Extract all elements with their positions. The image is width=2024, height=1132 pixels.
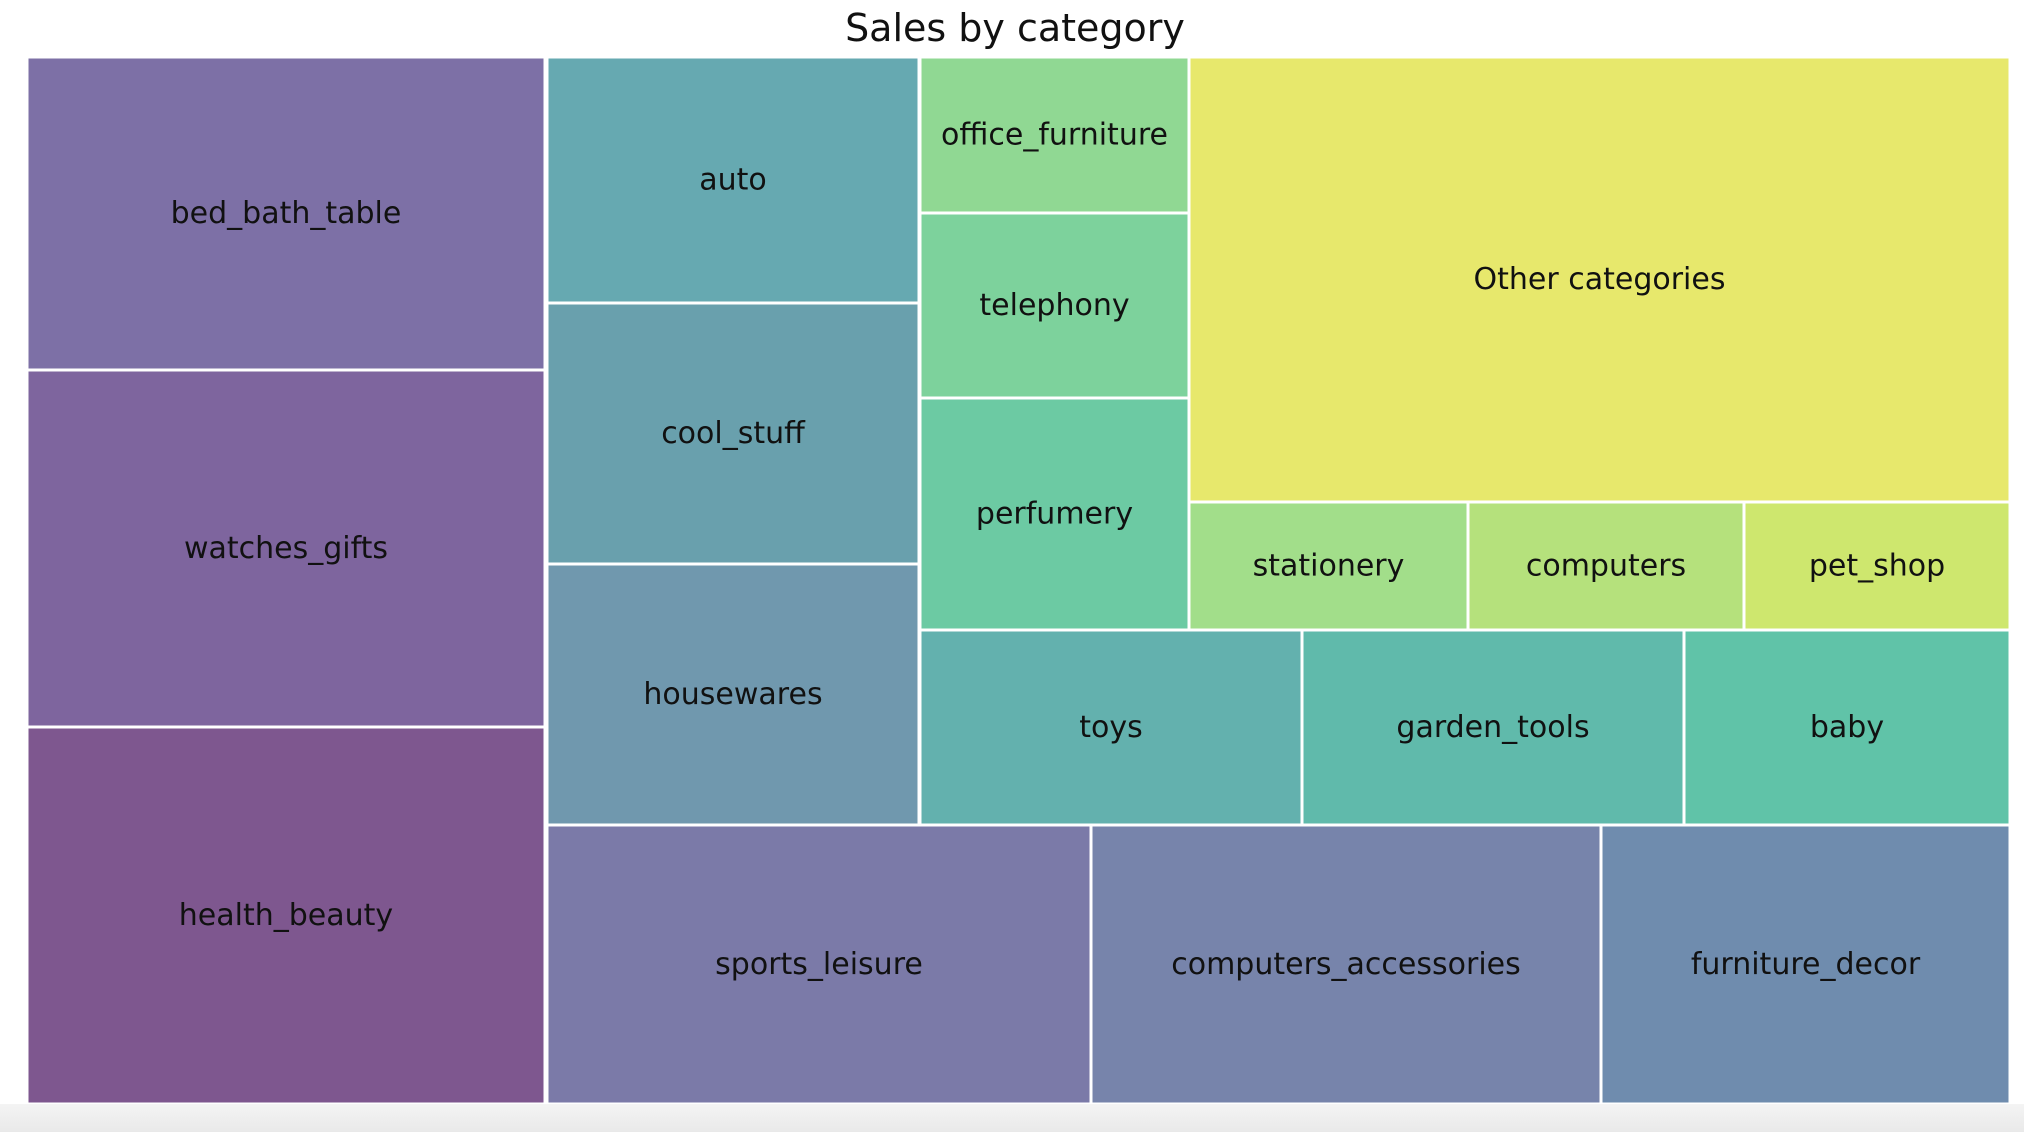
tile-label-furniture-decor: furniture_decor xyxy=(1691,947,1921,982)
bottom-edge xyxy=(0,1104,2024,1132)
tile-sports-leisure: sports_leisure xyxy=(545,823,1093,1106)
tile-label-other-categories: Other categories xyxy=(1474,262,1726,297)
tile-rect-furniture-decor xyxy=(1599,823,2012,1106)
tile-garden-tools: garden_tools xyxy=(1300,628,1686,827)
chart-title: Sales by category xyxy=(845,6,1185,50)
tile-rect-bed-bath-table xyxy=(25,55,547,372)
tile-pet-shop: pet_shop xyxy=(1742,500,2012,632)
tile-label-baby: baby xyxy=(1810,710,1884,745)
tile-label-health-beauty: health_beauty xyxy=(179,898,393,933)
tile-rect-sports-leisure xyxy=(545,823,1093,1106)
tile-label-pet-shop: pet_shop xyxy=(1809,549,1945,584)
tile-rect-health-beauty xyxy=(25,725,547,1106)
tile-perfumery: perfumery xyxy=(918,396,1191,632)
tile-stationery: stationery xyxy=(1187,500,1470,632)
tile-health-beauty: health_beauty xyxy=(25,725,547,1106)
tile-furniture-decor: furniture_decor xyxy=(1599,823,2012,1106)
tile-label-telephony: telephony xyxy=(979,288,1129,323)
tile-rect-baby xyxy=(1682,628,2012,827)
tile-rect-pet-shop xyxy=(1742,500,2012,632)
tile-telephony: telephony xyxy=(918,211,1191,400)
tile-label-housewares: housewares xyxy=(643,677,822,712)
tile-rect-watches-gifts xyxy=(25,368,547,729)
tile-label-bed-bath-table: bed_bath_table xyxy=(171,196,402,231)
tile-label-perfumery: perfumery xyxy=(976,497,1133,532)
tile-bed-bath-table: bed_bath_table xyxy=(25,55,547,372)
tile-cool-stuff: cool_stuff xyxy=(545,301,921,566)
tile-rect-garden-tools xyxy=(1300,628,1686,827)
tile-label-office-furniture: office_furniture xyxy=(941,118,1168,153)
tile-computers-accessories: computers_accessories xyxy=(1089,823,1603,1106)
tile-label-auto: auto xyxy=(699,163,767,198)
tile-rect-computers-accessories xyxy=(1089,823,1603,1106)
tile-label-computers: computers xyxy=(1526,549,1686,584)
tile-baby: baby xyxy=(1682,628,2012,827)
tile-office-furniture: office_furniture xyxy=(918,55,1191,215)
tile-rect-perfumery xyxy=(918,396,1191,632)
tile-auto: auto xyxy=(545,55,921,305)
tile-label-sports-leisure: sports_leisure xyxy=(715,947,923,982)
tile-rect-office-furniture xyxy=(918,55,1191,215)
tile-toys: toys xyxy=(918,628,1304,827)
tile-label-cool-stuff: cool_stuff xyxy=(661,416,806,451)
tile-rect-computers xyxy=(1466,500,1746,632)
tile-label-stationery: stationery xyxy=(1253,549,1405,584)
tile-label-toys: toys xyxy=(1079,710,1143,745)
tile-label-watches-gifts: watches_gifts xyxy=(184,531,388,566)
tile-housewares: housewares xyxy=(545,562,921,827)
tile-rect-telephony xyxy=(918,211,1191,400)
tile-other-categories: Other categories xyxy=(1187,55,2012,504)
tile-rect-auto xyxy=(545,55,921,305)
tile-watches-gifts: watches_gifts xyxy=(25,368,547,729)
tile-label-garden-tools: garden_tools xyxy=(1396,710,1589,745)
tile-rect-toys xyxy=(918,628,1304,827)
tile-computers: computers xyxy=(1466,500,1746,632)
tile-label-computers-accessories: computers_accessories xyxy=(1171,947,1521,982)
tile-rect-other-categories xyxy=(1187,55,2012,504)
